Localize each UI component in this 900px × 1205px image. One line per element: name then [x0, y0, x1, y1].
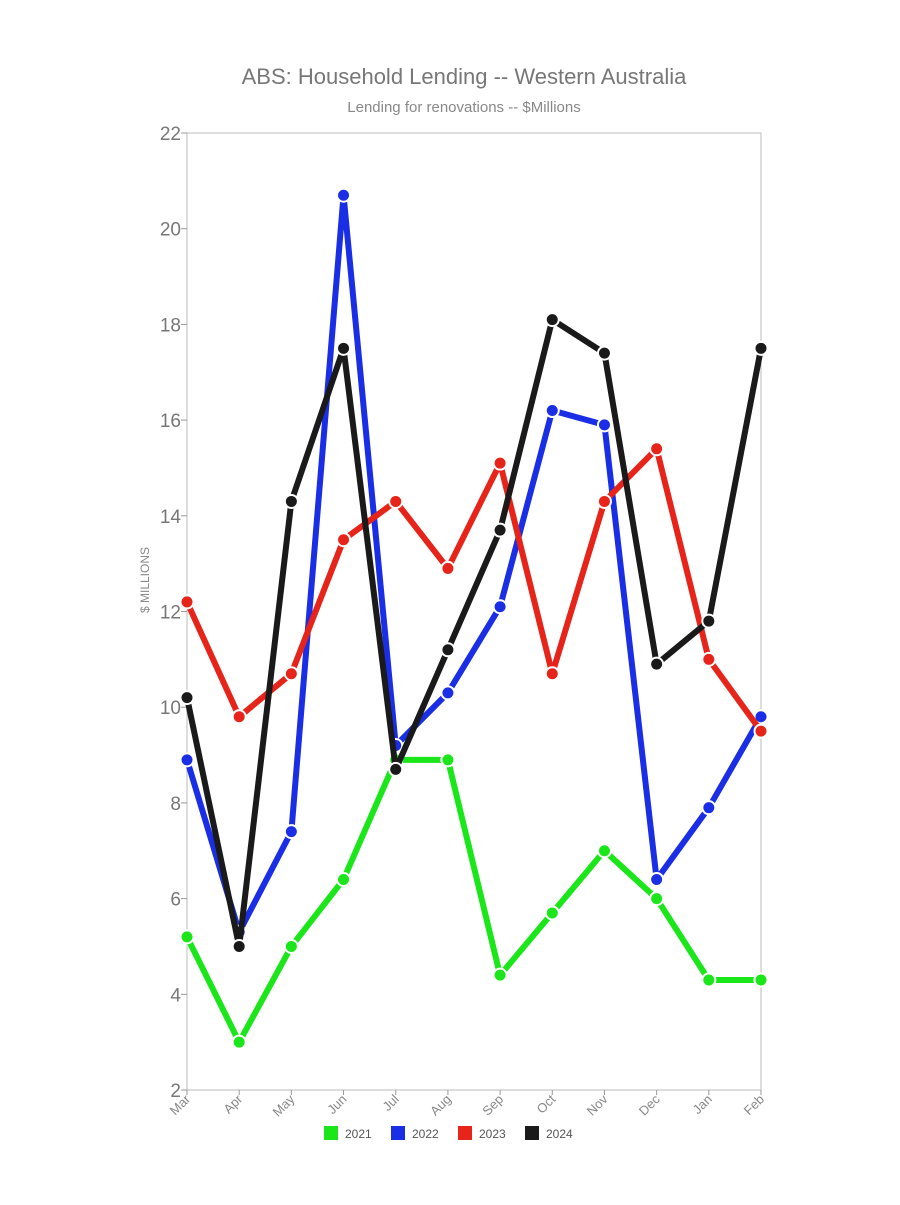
y-tick-label: 12 — [160, 603, 181, 624]
y-tick-label: 2 — [170, 1081, 181, 1102]
data-point — [649, 891, 665, 907]
data-point — [336, 340, 352, 356]
data-point — [179, 752, 195, 768]
data-point — [544, 312, 560, 328]
legend: 2021 2022 2023 2024 — [324, 1126, 573, 1141]
y-tick-label: 20 — [160, 220, 181, 241]
data-point — [596, 843, 612, 859]
data-point — [283, 666, 299, 682]
series-line — [184, 192, 764, 936]
data-point — [649, 871, 665, 887]
data-point — [179, 690, 195, 706]
data-point — [492, 522, 508, 538]
legend-swatch — [458, 1126, 472, 1140]
legend-label: 2023 — [479, 1127, 506, 1141]
x-axis: Mar Apr May Jun Jul Aug Sep Oct Nov Dec Jan Feb — [167, 1090, 767, 1119]
data-point — [596, 345, 612, 361]
legend-item: 2022 — [391, 1126, 439, 1141]
data-point — [544, 666, 560, 682]
y-axis: 2 4 6 8 10 12 14 16 18 20 22 — [160, 124, 187, 1102]
y-tick-label: 14 — [160, 507, 182, 528]
legend-swatch — [324, 1126, 338, 1140]
x-tick-label: Sep — [479, 1092, 506, 1119]
legend-label: 2021 — [345, 1127, 372, 1141]
y-tick-label: 8 — [170, 794, 181, 815]
x-tick-label: Aug — [427, 1092, 454, 1119]
data-point — [283, 938, 299, 954]
x-tick-label: Jun — [324, 1092, 349, 1117]
x-tick-label: Feb — [741, 1092, 767, 1118]
data-point — [701, 800, 717, 816]
y-tick-label: 6 — [170, 890, 181, 911]
y-tick-label: 22 — [160, 124, 181, 145]
data-point — [649, 441, 665, 457]
x-tick-label: Jan — [690, 1092, 715, 1117]
chart-title: ABS: Household Lending -- Western Austra… — [242, 64, 687, 89]
legend-item: 2024 — [525, 1126, 573, 1141]
data-point — [753, 723, 769, 739]
data-point — [231, 709, 247, 725]
series-2022 — [179, 187, 769, 940]
data-point — [231, 1034, 247, 1050]
plot-area — [186, 132, 762, 1091]
legend-swatch — [391, 1126, 405, 1140]
data-point — [231, 938, 247, 954]
data-point — [544, 905, 560, 921]
legend-label: 2024 — [546, 1127, 573, 1141]
data-point — [179, 594, 195, 610]
data-point — [440, 560, 456, 576]
data-point — [179, 929, 195, 945]
legend-item: 2023 — [458, 1126, 506, 1141]
data-point — [336, 532, 352, 548]
data-point — [544, 403, 560, 419]
data-point — [649, 656, 665, 672]
y-axis-label: $ MILLIONS — [138, 547, 152, 613]
legend-label: 2022 — [412, 1127, 439, 1141]
data-point — [753, 972, 769, 988]
data-point — [753, 709, 769, 725]
data-point — [492, 967, 508, 983]
series-2021 — [179, 752, 769, 1050]
y-tick-label: 16 — [160, 411, 181, 432]
y-tick-label: 10 — [160, 698, 181, 719]
data-point — [701, 651, 717, 667]
data-point — [283, 824, 299, 840]
x-tick-label: Jul — [379, 1091, 401, 1113]
data-point — [388, 761, 404, 777]
data-point — [492, 599, 508, 615]
data-point — [753, 340, 769, 356]
chart-subtitle: Lending for renovations -- $Millions — [347, 99, 580, 116]
x-tick-label: Nov — [584, 1091, 611, 1118]
y-tick-label: 18 — [160, 315, 181, 336]
y-tick-label: 4 — [170, 985, 181, 1006]
data-point — [596, 417, 612, 433]
x-tick-label: Oct — [533, 1091, 558, 1116]
x-tick-label: May — [270, 1091, 298, 1119]
data-point — [336, 187, 352, 203]
x-tick-label: Apr — [220, 1091, 245, 1116]
data-point — [492, 455, 508, 471]
data-point — [283, 493, 299, 509]
data-point — [596, 493, 612, 509]
data-point — [701, 613, 717, 629]
data-point — [388, 493, 404, 509]
series-2024 — [179, 312, 769, 954]
data-point — [440, 642, 456, 658]
data-point — [440, 685, 456, 701]
legend-swatch — [525, 1126, 539, 1140]
series-line — [184, 756, 764, 1046]
series-line — [184, 445, 764, 735]
series-line — [184, 316, 764, 950]
series-layer — [179, 187, 769, 1050]
legend-item: 2021 — [324, 1126, 372, 1141]
data-point — [701, 972, 717, 988]
series-2023 — [179, 441, 769, 739]
x-tick-label: Dec — [636, 1091, 663, 1118]
data-point — [336, 871, 352, 887]
data-point — [440, 752, 456, 768]
